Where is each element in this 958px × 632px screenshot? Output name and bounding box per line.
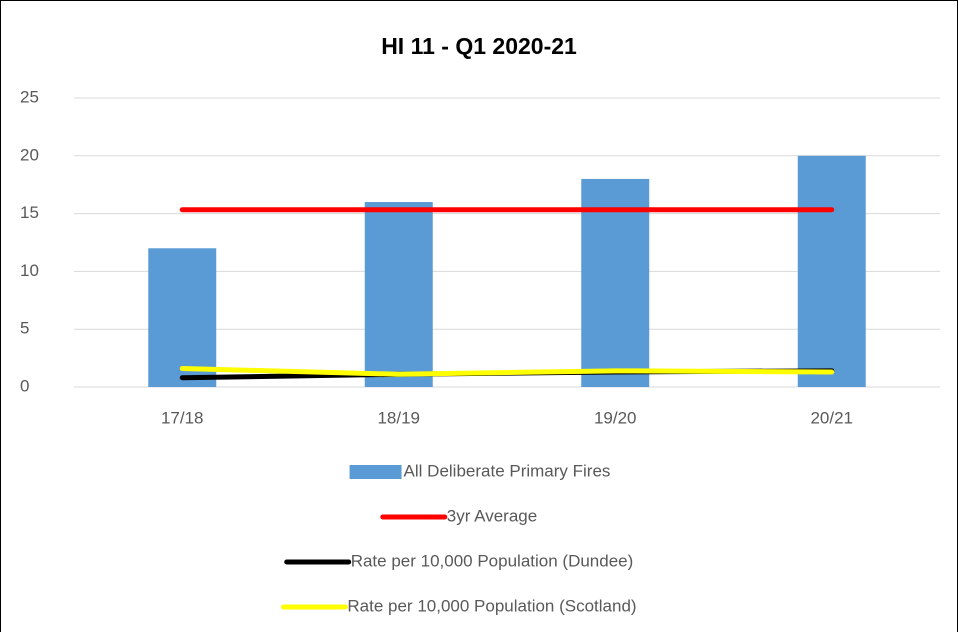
y-tick-label: 10	[20, 261, 39, 280]
legend-label: Rate per 10,000 Population (Dundee)	[351, 551, 634, 570]
bar	[581, 178, 650, 387]
y-tick-label: 25	[20, 87, 39, 106]
legend-item: Rate per 10,000 Population (Scotland)	[280, 596, 637, 615]
chart-title: HI 11 - Q1 2020-21	[381, 33, 577, 59]
x-tick-label: 17/18	[161, 408, 204, 427]
y-tick-label: 0	[20, 376, 29, 395]
legend-label: 3yr Average	[447, 506, 537, 525]
legend-label: Rate per 10,000 Population (Scotland)	[347, 596, 636, 615]
legend-label: All Deliberate Primary Fires	[404, 461, 611, 480]
x-tick-label: 18/19	[377, 408, 420, 427]
x-tick-label: 19/20	[594, 408, 637, 427]
y-tick-label: 15	[20, 203, 39, 222]
x-tick-label: 20/21	[810, 408, 853, 427]
legend-item: All Deliberate Primary Fires	[349, 461, 611, 480]
legend-item: Rate per 10,000 Population (Dundee)	[284, 551, 634, 570]
bar	[797, 155, 866, 387]
line	[179, 366, 835, 377]
bar	[148, 248, 217, 387]
legend-item: 3yr Average	[380, 506, 537, 525]
bar	[364, 202, 433, 387]
legend-swatch	[349, 465, 402, 479]
y-tick-label: 20	[20, 145, 39, 164]
y-tick-label: 5	[20, 319, 29, 338]
